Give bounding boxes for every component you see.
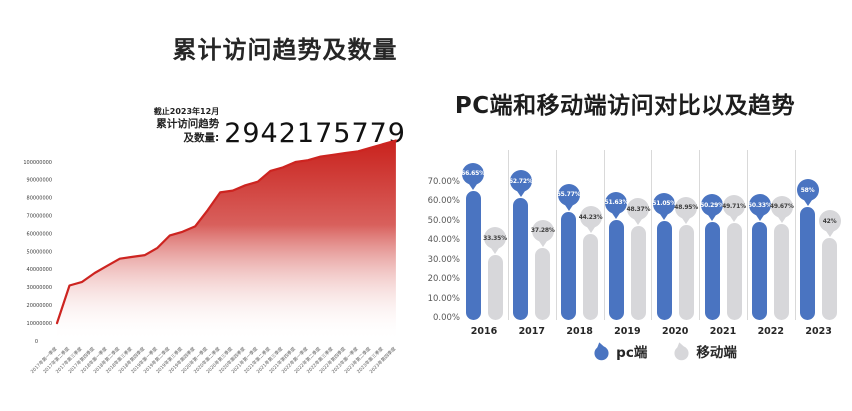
percent-axis-tick: 10.00% bbox=[427, 293, 460, 304]
mobile-value-bubble: 49.67% bbox=[770, 195, 794, 218]
pc-legend-marker bbox=[594, 341, 609, 360]
year-label: 2022 bbox=[757, 326, 785, 337]
group-separator bbox=[699, 150, 701, 320]
pc-value-bubble: 50.29% bbox=[700, 194, 724, 217]
percent-axis-tick: 20.00% bbox=[427, 274, 460, 285]
year-label: 2021 bbox=[709, 326, 737, 337]
mobile-bar-2018[interactable] bbox=[583, 234, 599, 320]
stat-value: 2942175779 bbox=[224, 118, 406, 150]
group-separator bbox=[603, 150, 605, 320]
pc-bar-2021[interactable] bbox=[704, 222, 720, 320]
percent-axis-tick: 70.00% bbox=[427, 177, 460, 187]
y-axis-tick: 40000000 bbox=[27, 267, 52, 273]
percent-axis-tick: 60.00% bbox=[427, 196, 460, 207]
y-axis-tick: 0 bbox=[35, 339, 38, 345]
area-fill bbox=[57, 140, 396, 341]
legend-label-pc: pc端 bbox=[616, 345, 648, 361]
y-axis-tick: 90000000 bbox=[27, 178, 52, 184]
mobile-value-bubble: 48.95% bbox=[674, 196, 698, 219]
pc-value-bubble: 58% bbox=[796, 179, 819, 202]
chart-legend: pc端 移动端 bbox=[545, 341, 785, 361]
percent-axis-tick: 0.00% bbox=[432, 313, 460, 323]
year-label: 2018 bbox=[566, 326, 593, 337]
area-chart: 0 10000000 20000000 30000000 40000000 5000000… bbox=[23, 139, 398, 375]
pc-value-bubble: 55.77% bbox=[557, 183, 581, 206]
pc-value-bubble: 51.05% bbox=[652, 192, 676, 215]
group-separator bbox=[555, 150, 557, 320]
mobile-bar-2022[interactable] bbox=[774, 223, 790, 320]
mobile-legend-marker bbox=[674, 341, 689, 360]
y-axis-tick: 20000000 bbox=[27, 303, 52, 309]
pc-value-bubble: 62.72% bbox=[509, 170, 533, 193]
legend-item-mobile[interactable]: 移动端 bbox=[673, 341, 737, 361]
stat-asof-date: 截止2023年12月 bbox=[153, 107, 220, 116]
group-separator bbox=[651, 150, 653, 320]
year-label: 2016 bbox=[470, 326, 498, 337]
pc-value-bubble: 66.65% bbox=[461, 162, 485, 185]
pc-value-bubble: 50.33% bbox=[748, 194, 772, 217]
y-axis-tick: 80000000 bbox=[27, 196, 52, 202]
year-label: 2023 bbox=[805, 326, 832, 337]
mobile-value-bubble: 44.23% bbox=[579, 206, 603, 229]
y-axis-tick: 10000000 bbox=[27, 321, 52, 327]
pc-bar-2022[interactable] bbox=[752, 222, 768, 320]
group-separator bbox=[507, 150, 509, 320]
year-label: 2019 bbox=[614, 326, 641, 337]
mobile-bar-2020[interactable] bbox=[678, 224, 694, 320]
pc-bar-2019[interactable] bbox=[608, 219, 624, 320]
y-axis-tick: 60000000 bbox=[27, 231, 52, 237]
y-axis-tick: 100000000 bbox=[23, 160, 52, 166]
mobile-value-bubble: 49.71% bbox=[722, 195, 746, 218]
mobile-bar-2021[interactable] bbox=[726, 223, 742, 320]
mobile-value-bubble: 33.35% bbox=[483, 227, 507, 250]
group-separator bbox=[794, 150, 796, 320]
percent-axis-tick: 50.00% bbox=[427, 215, 460, 226]
legend-label-mobile: 移动端 bbox=[696, 345, 737, 361]
mobile-value-bubble: 42% bbox=[818, 210, 841, 233]
y-axis-tick: 50000000 bbox=[27, 249, 52, 255]
mobile-value-bubble: 48.37% bbox=[627, 198, 650, 220]
percent-axis-tick: 40.00% bbox=[427, 235, 460, 246]
comparison-chart-title: PC端和移动端访问对比以及趋势 bbox=[454, 93, 796, 119]
trend-line bbox=[55, 139, 397, 325]
year-label: 2020 bbox=[661, 326, 689, 337]
percent-axis-tick: 30.00% bbox=[427, 254, 460, 265]
cumulative-stat-text: 截止2023年12月 累计访问趋势及数量: bbox=[150, 106, 219, 147]
pc-value-bubble: 51.63% bbox=[605, 191, 628, 214]
mobile-bar-2019[interactable] bbox=[630, 226, 646, 320]
group-separator bbox=[746, 150, 748, 320]
stat-label: 累计访问趋势及数量: bbox=[156, 118, 220, 144]
pc-bar-2020[interactable] bbox=[656, 220, 672, 320]
cumulative-stat: 截止2023年12月 累计访问趋势及数量: 2942175779 bbox=[150, 106, 406, 147]
year-label: 2017 bbox=[518, 326, 546, 337]
y-axis-tick: 70000000 bbox=[27, 214, 52, 220]
pc-bar-2017[interactable] bbox=[513, 198, 529, 320]
legend-item-pc[interactable]: pc端 bbox=[593, 341, 647, 361]
pc-bar-2023[interactable] bbox=[800, 207, 816, 320]
pc-bar-2016[interactable] bbox=[465, 190, 481, 320]
pc-bar-2018[interactable] bbox=[561, 211, 577, 320]
mobile-bar-2016[interactable] bbox=[487, 255, 503, 320]
mobile-bar-2023[interactable] bbox=[822, 238, 838, 320]
y-axis-tick: 30000000 bbox=[27, 285, 52, 291]
mobile-value-bubble: 37.28% bbox=[531, 219, 555, 242]
mobile-bar-2017[interactable] bbox=[535, 247, 551, 320]
cumulative-chart-title: 累计访问趋势及数量 bbox=[172, 36, 398, 64]
